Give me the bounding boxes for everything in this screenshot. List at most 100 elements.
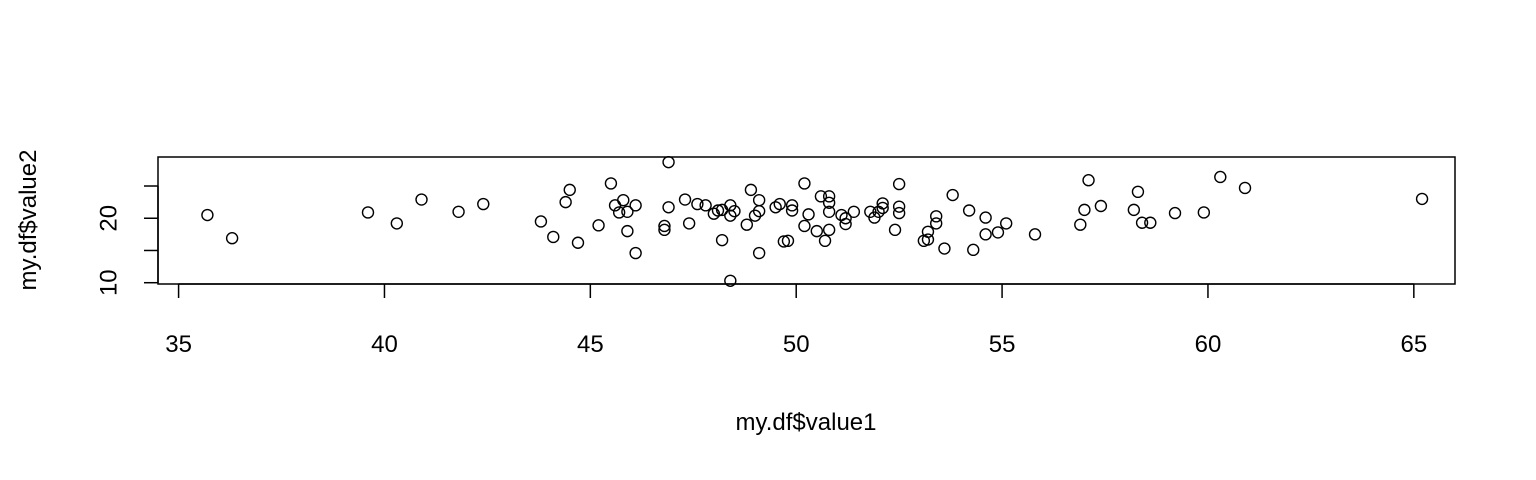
data-point (707, 207, 721, 220)
data-point (1078, 203, 1091, 217)
data-point (876, 201, 889, 215)
data-point (822, 196, 836, 209)
data-point (361, 206, 375, 219)
x-tick-label: 35 (165, 331, 192, 358)
data-point (930, 217, 943, 230)
data-point (1197, 206, 1211, 219)
data-point (1028, 228, 1042, 241)
data-point (1415, 192, 1429, 206)
data-point (1135, 216, 1149, 229)
data-point (604, 177, 618, 190)
data-point (1144, 216, 1157, 229)
data-point (201, 208, 214, 222)
data-point (617, 193, 630, 207)
data-point (752, 193, 766, 207)
data-point (592, 219, 605, 232)
x-tick-label: 40 (371, 331, 398, 358)
data-point (798, 177, 811, 190)
data-point (979, 211, 992, 224)
data-point (892, 206, 906, 220)
data-point (876, 197, 889, 210)
data-point (810, 224, 823, 238)
x-tick-label: 55 (989, 331, 1016, 358)
data-point (678, 193, 692, 206)
data-point (534, 215, 548, 228)
data-point (991, 226, 1005, 239)
data-point (773, 197, 786, 211)
data-point (415, 193, 428, 206)
data-point (839, 217, 852, 231)
data-point (888, 223, 902, 237)
data-point (1074, 218, 1087, 231)
data-point (1238, 181, 1252, 195)
data-point (822, 205, 836, 218)
data-point (967, 243, 980, 257)
data-point (892, 177, 906, 191)
data-point (847, 205, 861, 218)
data-point (822, 223, 836, 237)
data-point (930, 210, 943, 223)
data-point (699, 199, 712, 212)
data-point (822, 190, 836, 203)
data-point (1131, 185, 1145, 199)
data-point (563, 183, 576, 197)
data-point (781, 234, 795, 248)
data-point (979, 228, 992, 241)
data-point (752, 246, 766, 260)
data-point (921, 233, 935, 246)
data-point (785, 199, 799, 212)
data-point (621, 224, 634, 238)
data-points (201, 155, 1429, 287)
data-point (658, 223, 671, 237)
data-point (225, 232, 239, 245)
y-axis: 10 20 (95, 185, 159, 296)
data-point (1094, 199, 1108, 213)
data-point (571, 236, 585, 249)
x-tick-label: 45 (577, 331, 604, 358)
data-point (724, 209, 737, 222)
data-point (715, 233, 729, 247)
data-point (748, 209, 762, 222)
data-point (691, 197, 704, 211)
data-point (612, 206, 626, 219)
data-point (629, 199, 642, 212)
x-axis: 35 40 45 50 55 60 65 (165, 283, 1427, 358)
x-tick-label: 65 (1400, 331, 1427, 358)
y-tick-label: 10 (95, 269, 122, 296)
data-point (785, 204, 799, 217)
data-point (629, 246, 642, 260)
data-point (1214, 170, 1227, 184)
data-point (892, 200, 906, 213)
data-point (814, 190, 828, 203)
data-point (744, 183, 758, 197)
data-point (662, 155, 675, 169)
data-point (724, 274, 737, 287)
data-point (938, 242, 951, 255)
data-point (390, 217, 404, 230)
data-point (559, 195, 572, 209)
data-point (769, 201, 782, 214)
data-point (662, 201, 675, 214)
x-tick-label: 60 (1195, 331, 1222, 358)
x-axis-label: my.df$value1 (736, 409, 877, 436)
data-point (1127, 203, 1141, 217)
data-point (658, 219, 671, 233)
data-point (452, 205, 465, 218)
x-tick-label: 50 (783, 331, 810, 358)
data-point (777, 235, 791, 248)
data-point (621, 205, 634, 218)
y-axis-label: my.df$value2 (15, 150, 42, 291)
data-point (1082, 174, 1095, 187)
data-point (921, 225, 935, 238)
data-point (802, 208, 815, 221)
data-point (946, 188, 959, 202)
data-point (477, 197, 490, 211)
data-point (1168, 206, 1182, 220)
data-point (999, 217, 1013, 230)
data-point (798, 219, 811, 233)
data-point (547, 230, 560, 244)
data-point (818, 234, 832, 248)
data-point (740, 218, 753, 231)
data-point (728, 204, 741, 218)
